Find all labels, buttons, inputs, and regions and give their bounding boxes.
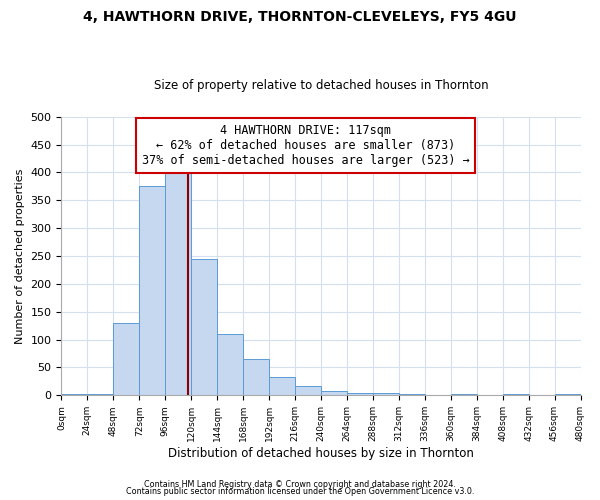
Bar [399,394,425,396]
Bar [295,386,321,396]
Bar [191,259,217,396]
Bar [165,164,191,396]
Text: 4, HAWTHORN DRIVE, THORNTON-CLEVELEYS, FY5 4GU: 4, HAWTHORN DRIVE, THORNTON-CLEVELEYS, F… [83,10,517,24]
Bar [113,323,139,396]
Bar [269,377,295,396]
Bar [554,394,581,396]
Bar [321,392,347,396]
Bar [451,394,476,396]
Bar [503,394,529,396]
Bar [373,392,399,396]
Y-axis label: Number of detached properties: Number of detached properties [15,168,25,344]
Bar [243,359,269,396]
Title: Size of property relative to detached houses in Thornton: Size of property relative to detached ho… [154,79,488,92]
Bar [61,394,88,396]
Text: 4 HAWTHORN DRIVE: 117sqm
← 62% of detached houses are smaller (873)
37% of semi-: 4 HAWTHORN DRIVE: 117sqm ← 62% of detach… [142,124,469,166]
X-axis label: Distribution of detached houses by size in Thornton: Distribution of detached houses by size … [168,447,474,460]
Bar [88,394,113,396]
Bar [347,392,373,396]
Text: Contains HM Land Registry data © Crown copyright and database right 2024.: Contains HM Land Registry data © Crown c… [144,480,456,489]
Text: Contains public sector information licensed under the Open Government Licence v3: Contains public sector information licen… [126,487,474,496]
Bar [139,186,165,396]
Bar [217,334,243,396]
